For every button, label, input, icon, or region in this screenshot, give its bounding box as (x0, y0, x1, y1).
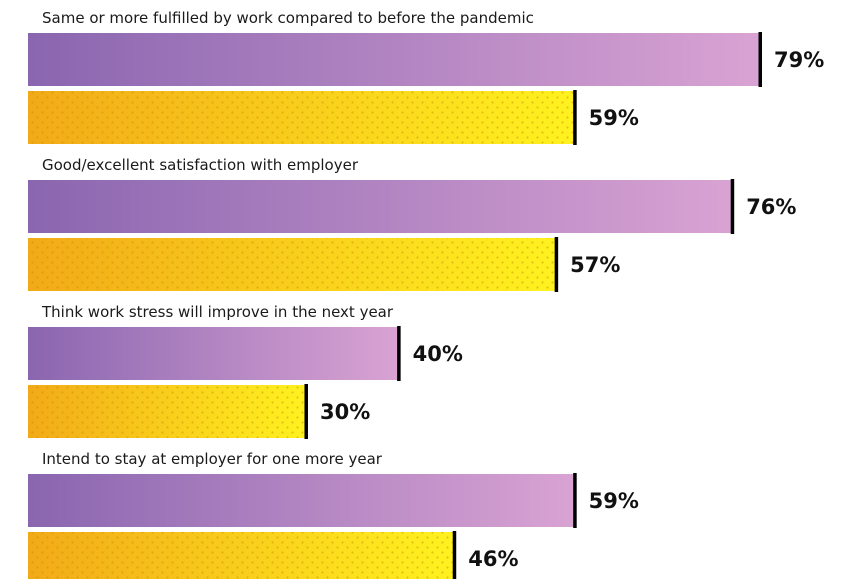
bar-end-marker (573, 90, 577, 145)
value-label: 76% (746, 195, 796, 219)
category-group: Same or more fulfilled by work compared … (28, 9, 824, 145)
category-label: Same or more fulfilled by work compared … (42, 9, 534, 27)
category-label: Good/excellent satisfaction with employe… (42, 156, 359, 174)
bar-end-marker (452, 531, 457, 579)
value-label: 40% (413, 342, 463, 366)
bar-end-marker (304, 384, 308, 439)
value-label: 79% (774, 48, 824, 72)
bar-end-marker (730, 179, 735, 234)
bar-dot-pattern (28, 532, 455, 579)
bar (28, 474, 575, 527)
bar-dot-pattern (28, 385, 306, 438)
category-group: Intend to stay at employer for one more … (28, 450, 639, 579)
category-group: Think work stress will improve in the ne… (28, 303, 463, 439)
bar-end-marker (573, 473, 577, 528)
value-label: 59% (589, 106, 639, 130)
bar-end-marker (397, 326, 401, 381)
bar (28, 327, 399, 380)
bar (28, 180, 733, 233)
bar-dot-pattern (28, 238, 557, 291)
bar (28, 33, 760, 86)
bar-end-marker (758, 32, 762, 87)
category-label: Think work stress will improve in the ne… (41, 303, 394, 321)
plot-area: Same or more fulfilled by work compared … (28, 9, 824, 579)
category-group: Good/excellent satisfaction with employe… (28, 156, 796, 292)
value-label: 46% (468, 547, 518, 571)
bar-dot-pattern (28, 91, 575, 144)
bar-end-marker (554, 237, 559, 292)
value-label: 30% (320, 400, 370, 424)
category-label: Intend to stay at employer for one more … (42, 450, 383, 468)
value-label: 57% (570, 253, 620, 277)
value-label: 59% (589, 489, 639, 513)
